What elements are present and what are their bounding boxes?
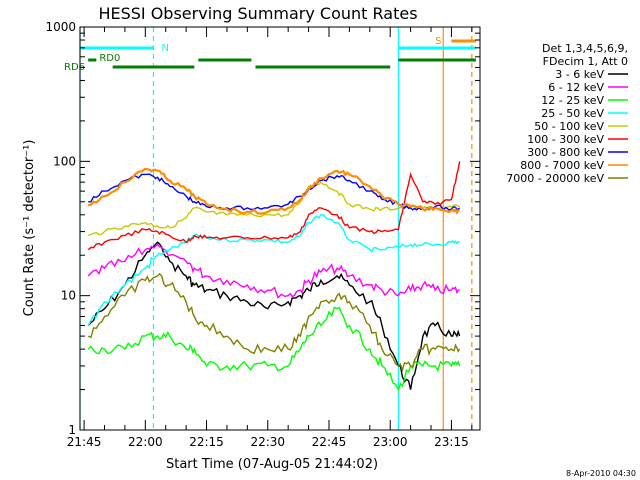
chart-title: HESSI Observing Summary Count Rates	[98, 4, 417, 23]
legend: Det 1,3,4,5,6,9,FDecim 1, Att 03 - 6 keV…	[506, 42, 628, 185]
y-tick-label: 100	[53, 154, 76, 168]
legend-entry-label: 3 - 6 keV	[555, 68, 604, 81]
flag-label-rd6: RD6	[64, 62, 85, 73]
series-line-3	[87, 214, 460, 326]
x-tick-label: 23:00	[373, 435, 408, 449]
series-line-8	[87, 272, 461, 373]
legend-entry-label: 300 - 800 keV	[527, 146, 604, 159]
legend-header-line: FDecim 1, Att 0	[543, 55, 628, 68]
series-line-6	[88, 173, 461, 212]
date-stamp: 8-Apr-2010 04:30	[566, 469, 636, 478]
series-line-1	[87, 243, 460, 299]
flag-bars-group: N RD0 RD6 S	[64, 36, 476, 73]
axes-group: 1 10 100 1000 21:45 22:00 22:15 22:30 22:45 23:00…	[45, 20, 480, 449]
series-line-7	[87, 167, 460, 215]
flag-label-rd0: RD0	[99, 53, 120, 64]
flag-label-s: S	[435, 36, 441, 47]
legend-entry-label: 12 - 25 keV	[541, 94, 604, 107]
x-tick-label: 22:15	[189, 435, 224, 449]
x-tick-label: 21:45	[67, 435, 102, 449]
legend-entry-label: 25 - 50 keV	[541, 107, 604, 120]
flag-label-n: N	[162, 43, 169, 54]
x-tick-label: 22:30	[250, 435, 285, 449]
plot-frame	[79, 26, 481, 431]
legend-entry-label: 100 - 300 keV	[527, 133, 604, 146]
legend-entry-label: 800 - 7000 keV	[520, 159, 604, 172]
x-axis-label: Start Time (07-Aug-05 21:44:02)	[166, 457, 378, 472]
legend-header-line: Det 1,3,4,5,6,9,	[542, 42, 628, 55]
y-tick-label: 10	[61, 289, 76, 303]
series-group	[87, 161, 461, 392]
legend-entry-label: 7000 - 20000 keV	[506, 172, 604, 185]
vertical-lines-group	[79, 27, 473, 430]
x-tick-label: 22:00	[128, 435, 163, 449]
x-tick-label: 23:15	[434, 435, 469, 449]
series-line-5	[87, 161, 461, 251]
series-line-2	[87, 306, 461, 392]
legend-entry-label: 50 - 100 keV	[534, 120, 604, 133]
y-axis-label: Count Rate (s⁻¹ detector⁻¹)	[22, 140, 37, 317]
series-line-0	[87, 241, 461, 390]
legend-entry-label: 6 - 12 keV	[548, 81, 604, 94]
y-tick-label: 1000	[45, 20, 76, 34]
x-tick-label: 22:45	[312, 435, 347, 449]
y-tick-label: 1	[68, 423, 76, 437]
